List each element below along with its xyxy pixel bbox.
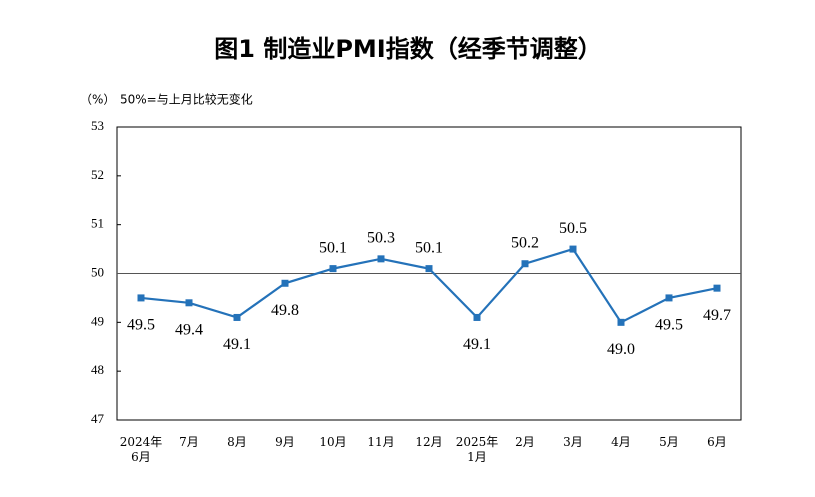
data-label: 49.0 (607, 341, 635, 358)
data-label: 49.5 (127, 317, 155, 334)
annotation: 50%=与上月比较无变化 (120, 92, 253, 107)
x-tick-label: 6月 (707, 435, 727, 449)
data-label: 50.2 (511, 234, 539, 251)
data-label: 50.3 (367, 230, 395, 247)
chart-title: 图1 制造业PMI指数（经季节调整） (214, 35, 601, 63)
data-label: 50.1 (415, 239, 443, 256)
marker (185, 299, 193, 307)
y-axis-label: （%） (80, 93, 115, 107)
marker (665, 294, 673, 302)
y-tick-label: 48 (91, 362, 104, 377)
marker (233, 313, 241, 321)
x-tick-label: 9月 (275, 435, 295, 449)
series-line (140, 247, 718, 324)
x-tick-label: 4月 (611, 435, 631, 449)
y-tick-label: 50 (91, 264, 104, 279)
marker (617, 318, 625, 326)
y-tick-label: 52 (91, 167, 104, 182)
x-tick-label: 7月 (179, 435, 199, 449)
x-tick-label: 8月 (227, 435, 247, 449)
data-label: 49.1 (463, 336, 491, 353)
data-label: 49.4 (175, 321, 203, 338)
x-tick-label: 2024年 6月 (119, 435, 163, 464)
marker (569, 245, 577, 253)
data-label: 49.1 (223, 336, 251, 353)
x-tick-label: 10月 (319, 435, 347, 449)
y-tick-label: 49 (91, 313, 104, 328)
x-tick-label: 12月 (415, 435, 443, 449)
data-label: 50.5 (559, 220, 587, 237)
data-label: 49.5 (655, 317, 683, 334)
marker (713, 284, 721, 292)
x-tick-label: 2025年 1月 (455, 435, 499, 464)
marker (473, 313, 481, 321)
data-label: 49.8 (271, 302, 299, 319)
y-tick-label: 47 (91, 411, 105, 426)
y-tick-label: 53 (91, 118, 104, 133)
marker (377, 255, 385, 263)
x-tick-label: 3月 (563, 435, 583, 449)
marker (329, 265, 337, 273)
y-tick-label: 51 (91, 216, 104, 231)
marker (521, 260, 529, 268)
x-tick-label: 5月 (659, 435, 679, 449)
x-tick-label: 2月 (515, 435, 535, 449)
x-tick-label: 11月 (367, 435, 395, 449)
data-label: 49.7 (703, 307, 731, 324)
marker (281, 279, 289, 287)
marker (137, 294, 145, 302)
data-label: 50.1 (319, 239, 347, 256)
marker (425, 265, 433, 273)
